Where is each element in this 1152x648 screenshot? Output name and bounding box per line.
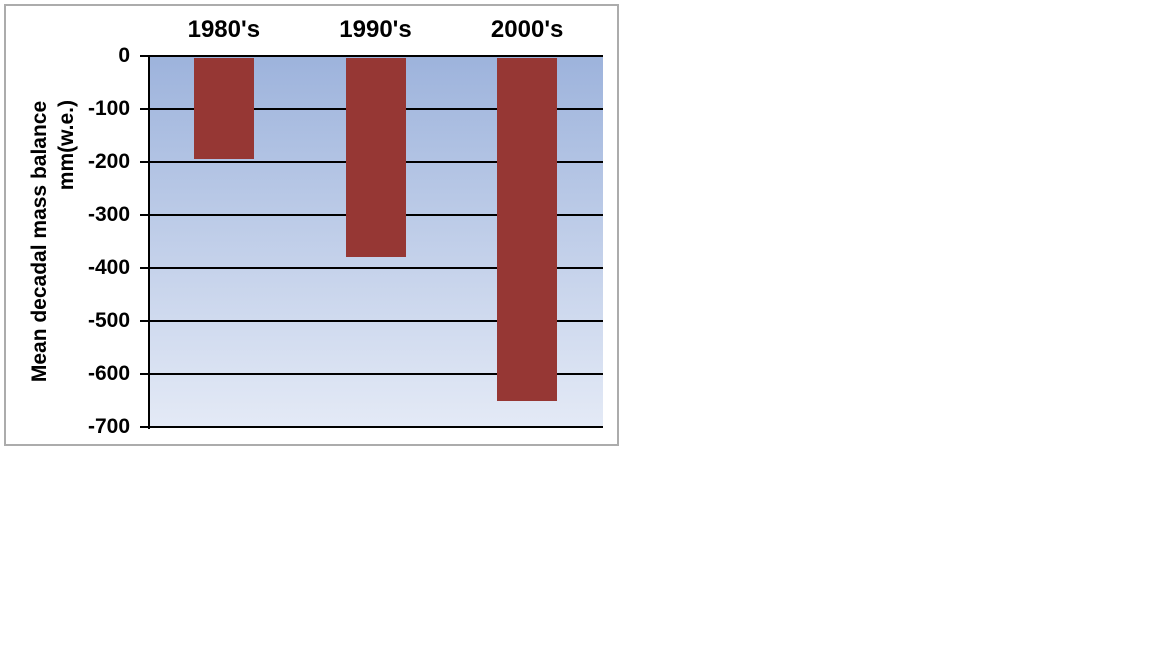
y-axis-title: Mean decadal mass balance mm(w.e.): [26, 56, 80, 427]
y-tick-label: -200: [87, 150, 130, 173]
gridline: [148, 373, 603, 375]
gridline: [148, 267, 603, 269]
y-tick-mark: [140, 161, 149, 163]
bar-2000's: [497, 58, 558, 401]
y-axis-title-text: Mean decadal mass balance mm(w.e.): [26, 56, 80, 427]
y-tick-label: -600: [87, 362, 130, 385]
y-axis-title-line2: mm(w.e.): [55, 100, 78, 191]
y-tick-mark: [140, 267, 149, 269]
gridline: [148, 55, 603, 57]
chart-frame: 0 -100 -200 -300 -400 -500 -600 -700 1980's 1990…: [4, 4, 619, 446]
bar-1990's: [345, 58, 406, 258]
gridline: [148, 320, 603, 322]
y-tick-mark: [140, 320, 149, 322]
y-tick-mark: [140, 373, 149, 375]
y-tick-label: -300: [87, 203, 130, 226]
y-tick-mark: [140, 55, 149, 57]
category-label: 1990's: [339, 16, 412, 43]
y-tick-mark: [140, 426, 149, 428]
bar-1980's: [193, 58, 254, 160]
y-tick-label: -400: [87, 256, 130, 279]
y-tick-label: -700: [87, 415, 130, 438]
y-tick-mark: [140, 214, 149, 216]
y-tick-label: -500: [87, 309, 130, 332]
category-label: 2000's: [490, 16, 564, 43]
gridline: [148, 426, 603, 428]
y-tick-label: 0: [118, 44, 130, 67]
y-axis-title-line1: Mean decadal mass balance: [28, 100, 51, 383]
y-axis-line: [148, 56, 150, 429]
y-tick-mark: [140, 108, 149, 110]
category-label: 1980's: [187, 16, 261, 43]
y-tick-label: -100: [87, 97, 130, 120]
